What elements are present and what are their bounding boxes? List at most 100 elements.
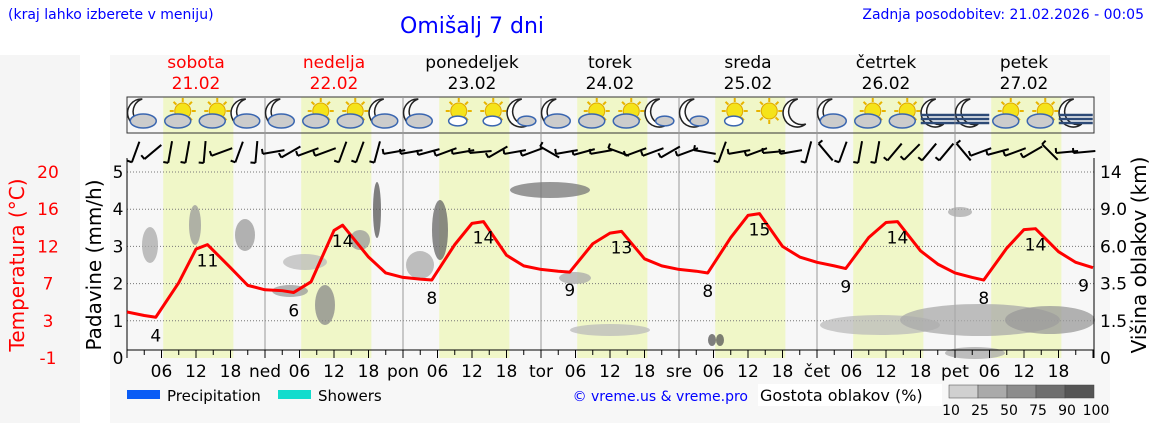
wind-feather — [519, 150, 523, 157]
wind-feather — [917, 156, 923, 162]
wind-shaft — [857, 140, 864, 164]
sun-cloud-icon — [302, 98, 334, 129]
wind-shaft — [143, 144, 162, 160]
wind-feather — [140, 154, 146, 160]
wind-barb-icon — [415, 148, 440, 156]
location-hint[interactable]: (kraj lahko izberete v meniju) — [8, 7, 214, 23]
temperature-label: 8 — [702, 282, 713, 302]
hour-label: 18 — [910, 362, 932, 382]
daylight-band — [715, 97, 786, 358]
wind-shaft — [938, 142, 955, 162]
moon-cloud-icon — [540, 98, 571, 129]
wind-feather — [1002, 150, 1006, 157]
temp-tick: 12 — [37, 237, 59, 257]
wind-barb-icon — [917, 142, 937, 162]
sun-ray — [878, 101, 883, 106]
wind-feather — [381, 148, 385, 155]
wind-shaft — [254, 140, 259, 164]
day-date: 25.02 — [724, 74, 773, 94]
wind-barb-icon — [1002, 147, 1027, 157]
moon-small-cloud-icon — [506, 98, 537, 128]
wind-barb-icon — [985, 148, 1010, 156]
wind-barb-icon — [883, 142, 903, 162]
hour-label: 18 — [496, 362, 518, 382]
wind-shaft — [886, 142, 903, 162]
daylight-band — [439, 97, 510, 358]
cloud-scale-label: 90 — [1058, 403, 1076, 419]
wind-shaft — [625, 147, 647, 157]
sun-cloud-icon — [578, 98, 610, 129]
wind-barb-icon — [800, 141, 813, 164]
wind-barb-icon — [208, 147, 233, 157]
wind-barb-icon — [899, 143, 921, 161]
wind-barb-icon — [571, 148, 596, 156]
temperature-label: 9 — [564, 281, 575, 301]
wind-feather — [450, 148, 454, 155]
day-name: sreda — [724, 53, 771, 73]
precipitation-legend: Precipitation — [167, 387, 261, 405]
cloud-blob — [570, 324, 650, 336]
moon-cloud-icon — [230, 98, 261, 129]
temp-tick: 7 — [43, 275, 54, 295]
wind-feather — [1041, 139, 1047, 145]
cloud-scale-swatch — [977, 384, 1008, 399]
moon-small-cloud-icon — [678, 98, 710, 128]
hour-label: 18 — [1048, 362, 1070, 382]
wind-shaft — [262, 149, 285, 155]
wind-shaft — [642, 147, 664, 157]
cloud-shape — [336, 113, 364, 129]
hour-label: 06 — [427, 362, 449, 382]
wind-shaft — [780, 149, 803, 155]
wind-barb-icon — [713, 141, 727, 164]
wind-shaft — [903, 143, 921, 161]
cloud-shape — [612, 113, 640, 129]
wind-feather — [369, 160, 375, 164]
wind-feather — [967, 150, 972, 157]
wind-shaft — [970, 147, 992, 157]
cloud-shape — [447, 115, 468, 127]
wind-barb-icon — [502, 148, 527, 155]
day-abbr: pet — [941, 362, 969, 382]
wind-feather — [985, 149, 989, 156]
cloud-shape — [267, 113, 295, 129]
temperature-label: 14 — [887, 229, 909, 249]
wind-barb-icon — [955, 139, 972, 162]
wind-feather — [800, 160, 806, 164]
wind-barb-icon — [333, 141, 348, 164]
wind-barb-icon — [1019, 145, 1043, 159]
wind-barb-icon — [1071, 147, 1096, 154]
sun-cloud-icon — [198, 98, 231, 129]
wind-shaft — [487, 145, 508, 159]
wind-shaft — [167, 140, 174, 164]
wind-shaft — [555, 149, 578, 155]
sun-ray — [310, 101, 316, 106]
daylight-band — [577, 97, 648, 358]
wind-feather — [955, 139, 962, 145]
sun-ray — [448, 101, 454, 106]
temperature-label: 8 — [426, 289, 437, 309]
sun-cloud-icon — [336, 98, 369, 129]
precip-tick: 0 — [113, 349, 124, 369]
wind-barb-icon — [834, 141, 848, 164]
wind-barb-icon — [1041, 139, 1059, 161]
wind-feather — [1019, 152, 1024, 159]
cloud-shape — [1026, 113, 1054, 129]
moon-cloud-icon — [264, 98, 295, 129]
day-name: nedelja — [303, 53, 365, 73]
cloud-blob — [510, 182, 590, 198]
hour-label: 12 — [461, 362, 483, 382]
sun-ray — [1035, 101, 1040, 106]
wind-shaft — [314, 147, 337, 157]
temperature-label: 11 — [197, 252, 219, 272]
wind-barb-icon — [260, 148, 285, 155]
showers-swatch — [278, 390, 311, 399]
moon-cloud-icon — [402, 98, 433, 129]
precip-axis-title: Padavine (mm/h) — [82, 179, 106, 350]
cloud-blob — [716, 334, 724, 346]
cloud-shape — [819, 113, 847, 129]
wind-feather — [674, 150, 679, 157]
cloud-shape — [371, 113, 399, 129]
cloud-shape — [233, 113, 261, 129]
cloud-height-tick: 1.5 — [1100, 312, 1127, 332]
